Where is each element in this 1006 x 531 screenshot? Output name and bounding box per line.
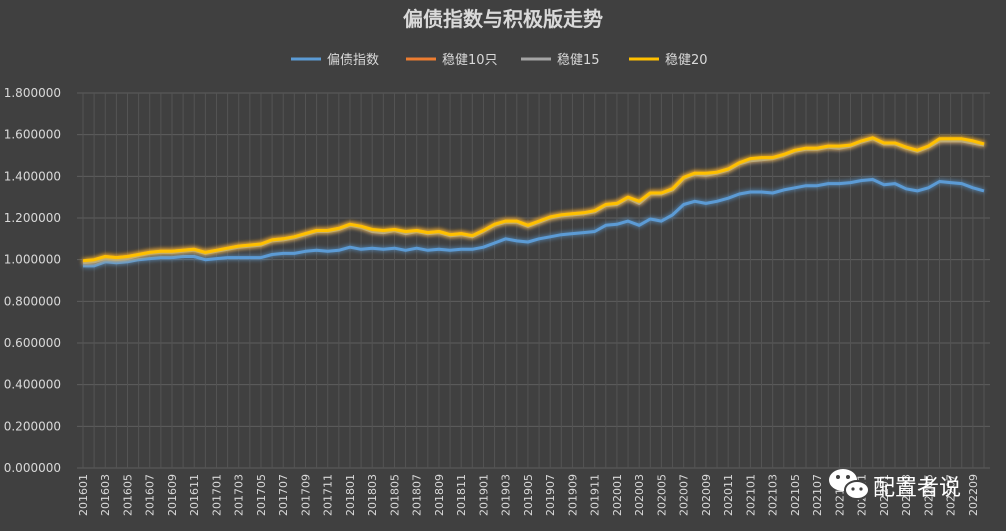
y-tick-label: 0.400000 xyxy=(4,378,61,392)
watermark: 配置者说 xyxy=(829,469,961,501)
x-tick-label: 201701 xyxy=(210,474,223,516)
x-tick-label: 201707 xyxy=(277,474,290,516)
x-tick-label: 201909 xyxy=(566,474,579,516)
x-tick-label: 201803 xyxy=(366,474,379,516)
x-tick-label: 201603 xyxy=(99,474,112,516)
legend: 偏债指数 稳健10只 稳健15 稳健20 xyxy=(291,52,708,68)
x-tick-label: 201811 xyxy=(455,474,468,516)
chart-title: 偏债指数与积极版走势 xyxy=(403,7,603,31)
x-tick-label: 202103 xyxy=(767,474,780,516)
y-tick-label: 1.400000 xyxy=(4,169,61,183)
y-tick-label: 0.800000 xyxy=(4,294,61,308)
x-tick-label: 202107 xyxy=(811,474,824,516)
x-tick-label: 201605 xyxy=(121,474,134,516)
x-tick-label: 201703 xyxy=(233,474,246,516)
x-tick-label: 201807 xyxy=(411,474,424,516)
x-tick-label: 202201 xyxy=(878,474,891,516)
y-tick-label: 0.600000 xyxy=(4,336,61,350)
x-tick-label: 202011 xyxy=(722,474,735,516)
x-tick-label: 201911 xyxy=(589,474,602,516)
y-tick-label: 1.800000 xyxy=(4,86,61,100)
y-tick-label: 1.200000 xyxy=(4,211,61,225)
x-axis: 201601 201603 201605 201607 201609 201611 2017… xyxy=(77,474,980,516)
y-tick-label: 1.600000 xyxy=(4,128,61,142)
legend-label-2: 稳健15 xyxy=(557,52,600,68)
x-tick-label: 201805 xyxy=(388,474,401,516)
legend-label-3: 稳健20 xyxy=(665,52,708,68)
plot-area xyxy=(82,136,985,268)
x-tick-label: 201809 xyxy=(433,474,446,516)
x-tick-label: 202203 xyxy=(900,474,913,516)
x-tick-label: 201907 xyxy=(544,474,557,516)
x-tick-label: 201705 xyxy=(255,474,268,516)
x-tick-label: 202105 xyxy=(789,474,802,516)
x-tick-label: 201801 xyxy=(344,474,357,516)
x-tick-label: 201905 xyxy=(522,474,535,516)
x-tick-label: 202005 xyxy=(655,474,668,516)
wechat-icon xyxy=(829,469,870,500)
y-tick-label: 0.200000 xyxy=(4,419,61,433)
x-tick-label: 201901 xyxy=(477,474,490,516)
x-tick-label: 202009 xyxy=(700,474,713,516)
x-tick-label: 201609 xyxy=(166,474,179,516)
series-line-2 xyxy=(82,137,985,265)
series-line-1 xyxy=(82,136,985,264)
x-tick-label: 202205 xyxy=(922,474,935,516)
x-tick-label: 202001 xyxy=(611,474,624,516)
y-tick-label: 1.000000 xyxy=(4,253,61,267)
y-tick-label: 0.000000 xyxy=(4,461,61,475)
x-tick-label: 202007 xyxy=(678,474,691,516)
x-tick-label: 202003 xyxy=(633,474,646,516)
legend-label-1: 稳健10只 xyxy=(442,52,498,68)
x-tick-label: 202101 xyxy=(744,474,757,516)
watermark-text: 配置者说 xyxy=(873,476,961,501)
legend-label-0: 偏债指数 xyxy=(327,53,379,68)
x-tick-label: 201903 xyxy=(500,474,513,516)
x-tick-label: 202207 xyxy=(945,474,958,516)
x-tick-label: 201611 xyxy=(188,474,201,516)
series-line-3 xyxy=(82,136,985,263)
series-line-0 xyxy=(83,178,985,268)
x-tick-label: 201709 xyxy=(299,474,312,516)
x-tick-label: 202209 xyxy=(967,474,980,516)
grid xyxy=(77,92,990,469)
x-tick-label: 201607 xyxy=(144,474,157,516)
x-tick-label: 201601 xyxy=(77,474,90,516)
y-axis: 0.000000 0.200000 0.400000 0.600000 0.800000… xyxy=(4,86,61,475)
x-tick-label: 201711 xyxy=(322,474,335,516)
